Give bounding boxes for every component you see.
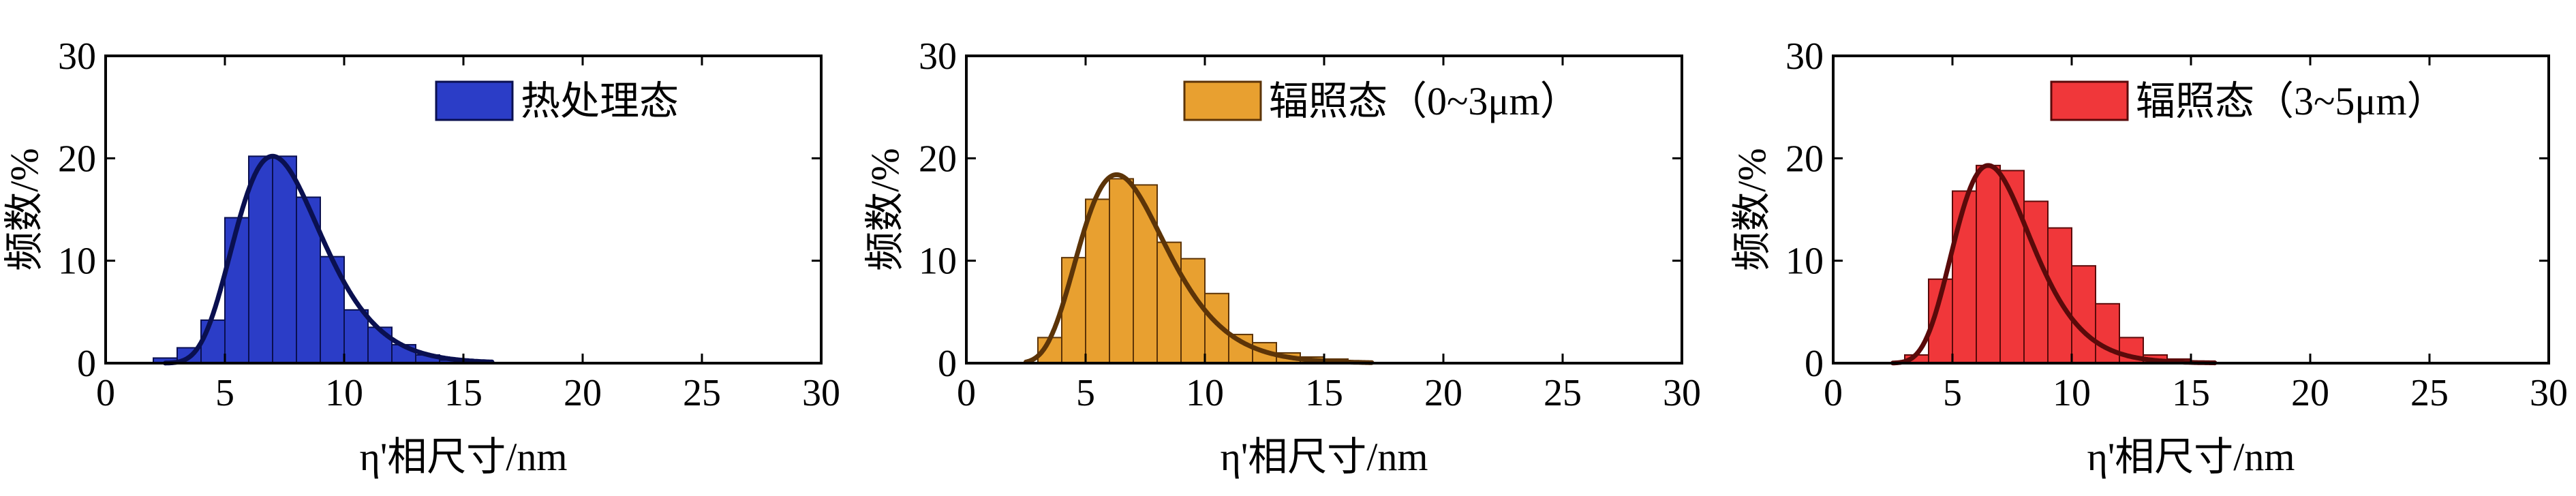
fit-curve [1890, 163, 2218, 366]
legend-swatch [1183, 80, 1262, 121]
histogram-bar [248, 155, 273, 364]
histogram-bar [1085, 198, 1110, 365]
histogram-bar [2047, 227, 2072, 364]
y-tick-label: 30 [1785, 35, 1824, 78]
x-axis-title: η'相尺寸/nm [359, 435, 567, 479]
x-tick-label: 5 [215, 372, 234, 414]
histogram-panel-2: 0 5 10 15 20 25 30 0 10 20 30 η'相尺寸/nm 频数/% 辐照态（0~3μm… [863, 35, 1701, 479]
x-tick-label: 20 [2291, 372, 2329, 414]
x-tick-label: 15 [1305, 372, 1343, 414]
histogram-bar [224, 217, 249, 364]
y-tick-label: 0 [77, 343, 96, 385]
y-axis-title: 频数/% [863, 148, 907, 270]
y-axis-title: 频数/% [2, 148, 46, 270]
legend-swatch [435, 80, 514, 121]
histogram-bar [272, 155, 297, 364]
x-tick-label: 0 [96, 372, 115, 414]
y-axis-title: 频数/% [1730, 148, 1774, 270]
histogram-bar [1133, 184, 1158, 364]
x-tick-label: 20 [1424, 372, 1462, 414]
x-axis-title: η'相尺寸/nm [2087, 435, 2295, 479]
histogram-bar [1976, 164, 2001, 365]
legend-label: 辐照态（0~3μm） [1269, 79, 1580, 123]
x-tick-label: 5 [1076, 372, 1095, 414]
histogram-panel-3: 0 5 10 15 20 25 30 0 10 20 30 η'相尺寸/nm 频数/% 辐照态（3~5μm… [1730, 35, 2568, 479]
x-tick-label: 0 [1824, 372, 1843, 414]
y-tick-label: 10 [58, 241, 96, 283]
histogram-bar [1180, 258, 1206, 364]
fit-curve [163, 153, 495, 366]
y-tick-label: 0 [1805, 343, 1824, 385]
histogram-bar [2023, 200, 2049, 364]
y-tick-label: 30 [919, 35, 957, 78]
x-tick-label: 10 [1186, 372, 1224, 414]
histogram-bar [1109, 178, 1134, 364]
x-tick-label: 5 [1943, 372, 1962, 414]
x-tick-label: 15 [2172, 372, 2210, 414]
x-axis-title: η'相尺寸/nm [1220, 435, 1428, 479]
y-tick-label: 20 [1785, 138, 1824, 180]
x-tick-label: 30 [2530, 372, 2568, 414]
x-tick-label: 20 [564, 372, 602, 414]
x-tick-label: 15 [444, 372, 482, 414]
y-tick-label: 10 [919, 241, 957, 283]
legend-label: 热处理态 [521, 79, 679, 123]
histogram-bar [2071, 265, 2096, 364]
x-tick-label: 25 [2410, 372, 2449, 414]
y-tick-label: 20 [58, 138, 96, 180]
histogram-bar [1999, 170, 2025, 365]
histogram-bar [200, 319, 226, 364]
y-tick-label: 30 [58, 35, 96, 78]
x-tick-label: 30 [802, 372, 840, 414]
legend-swatch [2050, 80, 2129, 121]
x-tick-label: 10 [325, 372, 363, 414]
x-tick-label: 10 [2053, 372, 2091, 414]
y-tick-label: 0 [938, 343, 957, 385]
x-tick-label: 30 [1663, 372, 1701, 414]
histogram-panel-1: 0 5 10 15 20 25 30 0 10 20 30 η'相尺寸/nm 频数/% 热处理态 [2, 35, 840, 479]
legend-label: 辐照态（3~5μm） [2136, 79, 2447, 123]
histogram-bar [343, 309, 369, 364]
x-tick-label: 25 [683, 372, 721, 414]
histogram-bar [1952, 190, 1977, 364]
y-tick-label: 10 [1785, 241, 1824, 283]
x-tick-label: 0 [957, 372, 976, 414]
histogram-bar [1156, 241, 1182, 364]
x-tick-label: 25 [1544, 372, 1582, 414]
fit-curve [1024, 172, 1375, 365]
y-tick-label: 20 [919, 138, 957, 180]
